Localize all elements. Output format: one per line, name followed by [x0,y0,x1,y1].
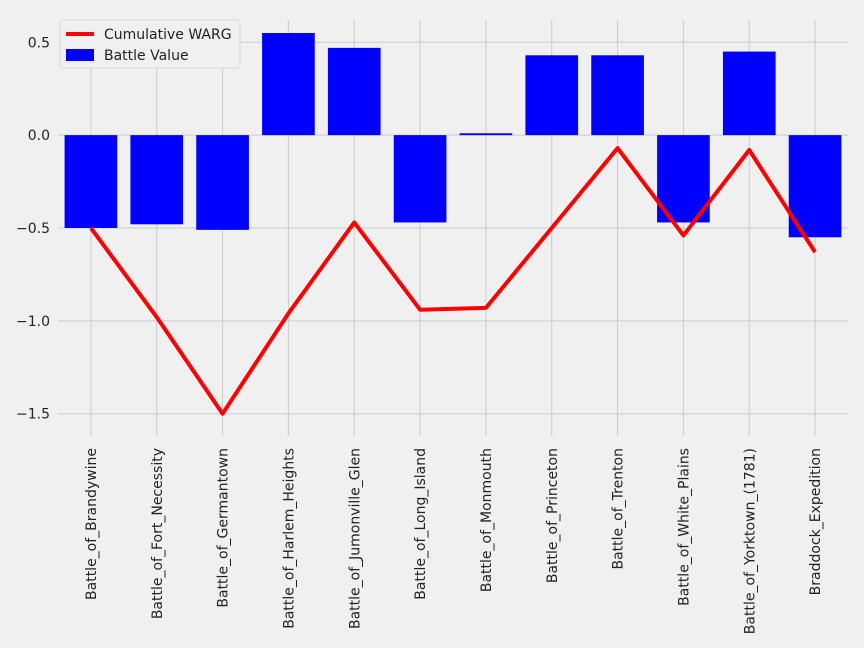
bar-9 [657,135,710,223]
legend-label: Cumulative WARG [104,27,232,43]
x-tick-label: Braddock_Expedition [808,448,824,595]
x-tick-label: Battle_of_Monmouth [479,448,495,592]
y-tick-label: −0.5 [16,221,50,237]
y-tick-label: 0.0 [28,128,50,144]
x-tick-label: Battle_of_Fort_Necessity [150,448,166,619]
x-tick-label: Battle_of_Jumonville_Glen [347,448,363,629]
y-tick-label: −1.0 [16,314,50,330]
bar-2 [196,135,249,230]
legend-label: Battle Value [104,48,189,64]
x-axis: Battle_of_Brandywine Battle_of_Fort_Neces… [84,448,824,634]
bars [64,33,842,238]
bar-1 [130,135,184,225]
bar-6 [459,133,513,136]
bar-0 [64,135,118,228]
x-tick-label: Battle_of_Yorktown_(1781) [742,448,758,634]
cumulative-line [89,146,817,416]
legend-box [59,19,241,69]
bar-7 [525,55,579,136]
x-tick-label: Battle_of_Germantown [216,448,232,608]
x-tick-label: Battle_of_Brandywine [84,448,100,600]
bar-4 [327,47,381,136]
x-tick-label: Battle_of_Trenton [611,448,627,570]
y-tick-label: 0.5 [28,35,50,51]
bar-5 [393,135,447,223]
bar-10 [722,51,776,136]
y-axis: −1.5 −1.0 −0.5 0.0 0.5 [16,35,50,422]
legend-swatch-bar [66,49,94,61]
x-tick-label: Battle_of_Harlem_Heights [281,448,297,629]
x-tick-label: Battle_of_Long_Island [413,448,429,600]
bar-8 [591,55,644,136]
line-series [89,146,817,416]
bar-11 [788,135,842,238]
x-tick-label: Battle_of_Princeton [545,448,561,583]
legend: Cumulative WARG Battle Value [59,19,241,69]
y-tick-label: −1.5 [16,407,50,423]
x-tick-label: Battle_of_White_Plains [676,448,692,606]
bar-3 [262,33,315,136]
